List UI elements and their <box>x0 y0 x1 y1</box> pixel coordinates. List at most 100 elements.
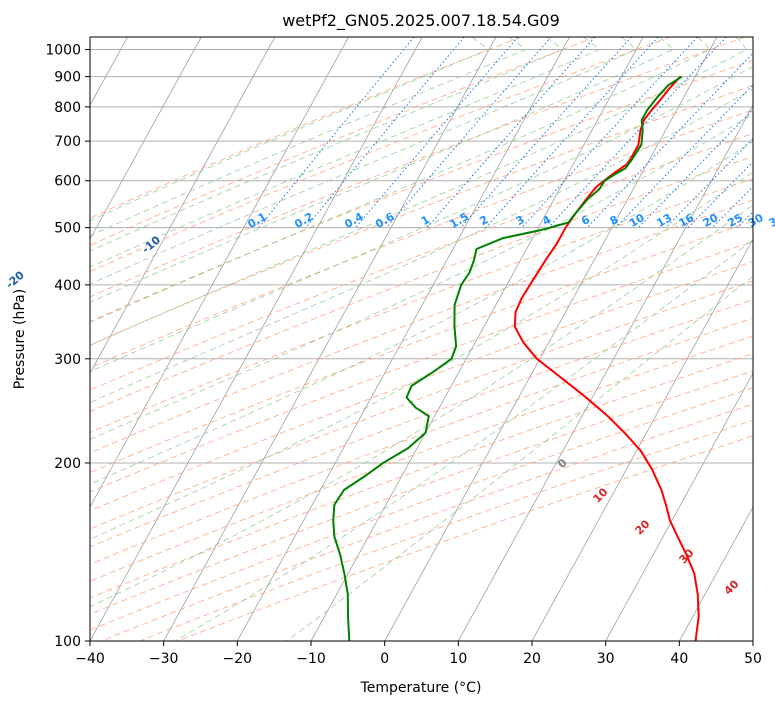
dry-adiabat-line <box>90 335 753 582</box>
dry-adiabat-line <box>90 260 753 512</box>
y-tick-label: 300 <box>54 352 81 368</box>
isotherm-line <box>90 37 276 374</box>
isotherm-line <box>678 506 753 641</box>
isotherm-line <box>457 104 753 641</box>
isotherm-line <box>752 640 753 641</box>
moist-adiabat-line <box>90 37 711 324</box>
mixing-ratio-label: 36 <box>767 211 775 230</box>
dry-adiabat-line <box>90 387 753 631</box>
dry-adiabat-line <box>90 37 671 273</box>
isotherm-line <box>236 37 570 641</box>
isotherm-line <box>90 37 349 508</box>
mixing-ratio-line <box>460 37 632 228</box>
x-tick-label: 0 <box>380 651 389 667</box>
x-tick-label: −20 <box>223 651 253 667</box>
mixing-ratio-line <box>521 37 698 228</box>
y-axis-label: Pressure (hPa) <box>12 289 28 389</box>
dry-adiabat-line <box>90 353 753 599</box>
x-tick-label: −10 <box>296 651 326 667</box>
dry-adiabat-line <box>90 220 753 474</box>
dry-adiabat-line <box>90 178 753 434</box>
mixing-ratio-label: 1 <box>419 213 432 228</box>
mixing-ratio-line <box>548 37 727 228</box>
moist-adiabat-line <box>90 37 527 237</box>
moist-adiabat-line <box>90 65 753 373</box>
dry-adiabat-line <box>90 132 753 391</box>
x-tick-label: 20 <box>523 651 541 667</box>
isotherm-line <box>531 238 753 641</box>
moist-adiabat-line <box>90 37 601 268</box>
mixing-ratio-line <box>426 37 596 228</box>
mixing-ratio-line <box>386 37 552 228</box>
y-tick-label: 600 <box>54 174 81 190</box>
y-tick-label: 800 <box>54 100 81 116</box>
dry-adiabat-line <box>139 419 753 641</box>
isotherm-line <box>163 37 497 641</box>
mixing-ratio-line <box>758 37 775 228</box>
dewpoint-trace <box>332 75 683 641</box>
x-tick-label: 30 <box>597 651 615 667</box>
mixing-ratio-label: 2 <box>477 213 490 228</box>
series-layer <box>332 75 700 641</box>
chart-title: wetPf2_GN05.2025.007.18.54.G09 <box>282 11 560 31</box>
dry-adiabat-line <box>90 59 753 322</box>
plot-frame <box>89 36 754 642</box>
isotherm-line <box>310 37 644 641</box>
x-axis-label: Temperature (°C) <box>360 680 482 696</box>
x-tick-label: 50 <box>744 651 762 667</box>
y-tick-label: 500 <box>54 221 81 237</box>
dry-adiabat-label: -10 <box>139 233 163 256</box>
dry-adiabat-line <box>90 84 753 346</box>
mixing-ratio-line <box>736 210 753 228</box>
x-tick-label: −40 <box>75 651 105 667</box>
dry-adiabat-line <box>90 109 753 369</box>
moist-adiabat-line <box>174 239 753 641</box>
dry-adiabat-line <box>90 199 753 454</box>
y-tick-label: 700 <box>54 134 81 150</box>
temperature-trace <box>513 75 700 641</box>
mixing-ratio-line <box>615 84 753 228</box>
mixing-ratio-label: 6 <box>579 213 592 228</box>
mixing-ratio-label: 3 <box>514 213 527 228</box>
y-tick-label: 1000 <box>45 43 81 59</box>
moist-adiabat-line <box>90 37 674 303</box>
dry-adiabat-line <box>90 241 753 493</box>
mixing-ratio-line <box>665 137 753 228</box>
isotherm-line <box>384 37 718 641</box>
moist-adiabat-label: 30 <box>677 546 697 566</box>
dry-adiabat-line <box>177 435 753 641</box>
moist-adiabat-line <box>90 141 753 485</box>
mixing-ratio-line <box>355 37 519 228</box>
moist-adiabat-line <box>90 171 753 540</box>
dry-adiabat-line <box>101 403 753 641</box>
moist-adiabat-line <box>90 37 564 252</box>
moist-adiabat-label: 20 <box>633 517 653 537</box>
x-tick-label: −30 <box>149 651 179 667</box>
dry-adiabat-line <box>90 370 753 615</box>
isotherm-line <box>605 372 753 641</box>
dry-adiabat-label: -20 <box>3 268 27 291</box>
dry-adiabat-line <box>90 37 522 219</box>
y-tick-label: 400 <box>54 278 81 294</box>
moist-adiabat-line <box>90 88 753 403</box>
moist-adiabat-line <box>90 204 753 608</box>
mixing-ratio-label: 4 <box>540 213 553 228</box>
moist-adiabat-line <box>90 37 748 346</box>
moist-adiabat-line <box>90 37 638 285</box>
y-tick-label: 200 <box>54 456 81 472</box>
moist-adiabat-line <box>90 113 753 440</box>
dry-adiabat-line <box>90 299 753 548</box>
isotherm-line <box>90 37 423 641</box>
y-tick-label: 900 <box>54 70 81 86</box>
y-tick-label: 100 <box>54 634 81 650</box>
x-tick-label: 40 <box>670 651 688 667</box>
moist-adiabat-line <box>286 275 753 641</box>
dry-adiabat-line <box>90 37 596 246</box>
y-axis-ticks: 100 200 300 400 500 600 700 800 900 1000 <box>45 43 90 650</box>
x-tick-label: 10 <box>449 651 467 667</box>
dry-adiabat-line <box>90 280 753 530</box>
moist-adiabat-line <box>90 37 490 222</box>
mixing-ratio-line <box>587 52 753 228</box>
x-axis-ticks: −40 −30 −20 −10 0 10 20 30 40 50 <box>75 641 762 667</box>
